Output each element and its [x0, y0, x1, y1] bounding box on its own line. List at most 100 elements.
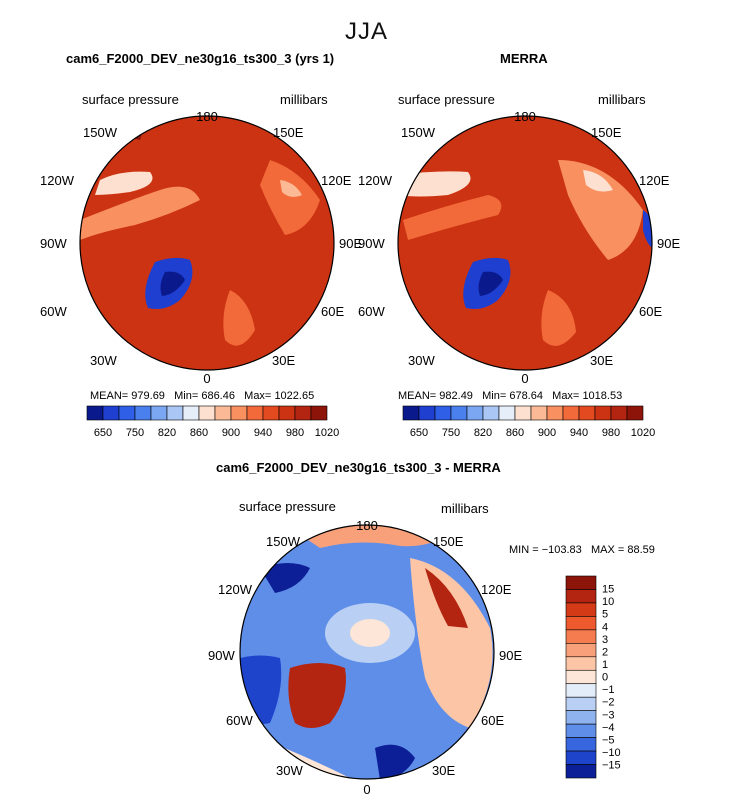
panel-2-units-label: millibars: [598, 92, 646, 107]
panel-1-land-patch-d: [280, 180, 302, 197]
panel-1-lon-label-90w: 90W: [40, 236, 67, 251]
panel-2-lon-label-120e: 120E: [639, 173, 670, 188]
diff-lon-label-180: 180: [356, 518, 378, 533]
panel-1-lon-label-30w: 30W: [90, 353, 117, 368]
panel-1-polar-map: 180 150E 120E 90E 60E 30E 0 30W 60W 90W …: [40, 109, 362, 386]
colorbar-1-swatch: [294, 405, 312, 421]
diff-colorbar-swatch: [565, 683, 597, 698]
diff-lon-label-150w: 150W: [266, 534, 301, 549]
diff-colorbar-label: −5: [602, 734, 615, 746]
colorbar-2-swatch: [610, 405, 628, 421]
diff-map-border: [239, 524, 495, 780]
panel-1-lon-label-30e: 30E: [272, 353, 295, 368]
colorbar-1-label: 820: [158, 427, 176, 439]
panel-1-stats: MEAN= 979.69 Min= 686.46 Max= 1022.65: [90, 390, 314, 402]
diff-lon-label-30e: 30E: [432, 763, 455, 778]
panel-2-lon-label-30w: 30W: [408, 353, 435, 368]
colorbar-1-swatch: [246, 405, 264, 421]
colorbar-2-swatch: [466, 405, 484, 421]
diff-colorbar-label: −2: [602, 697, 615, 709]
colorbar-1-swatch: [166, 405, 184, 421]
panel-2-greenland-core: [478, 271, 503, 296]
colorbar-2-swatch: [626, 405, 644, 421]
colorbar-2-swatch: [482, 405, 500, 421]
diff-colorbar-label: 3: [602, 634, 608, 646]
colorbar-2-swatch: [594, 405, 612, 421]
colorbar-2-swatch: [578, 405, 596, 421]
panel-2-lon-label-150e: 150E: [591, 125, 622, 140]
panel-2-lon-label-60e: 60E: [639, 304, 662, 319]
colorbar-2-label: 860: [506, 427, 524, 439]
diff-colorbar-swatch: [565, 589, 597, 604]
colorbar-2-label: 650: [410, 427, 428, 439]
diff-colorbar-swatch: [565, 575, 597, 590]
diff-colorbar-swatch: [565, 710, 597, 725]
diff-colorbar-swatch: [565, 764, 597, 779]
diff-colorbar-swatch: [565, 669, 597, 685]
colorbar-2-swatch: [530, 405, 548, 421]
colorbar-2-label: 1020: [631, 427, 655, 439]
colorbar-2-swatch: [450, 405, 468, 421]
panel-1-lon-label-60w: 60W: [40, 304, 67, 319]
diff-colorbar-label: −10: [602, 747, 621, 759]
panel-2-lon-label-90w: 90W: [358, 236, 385, 251]
colorbar-1-label: 980: [286, 427, 304, 439]
diff-lon-label-120w: 120W: [218, 582, 253, 597]
panel-1-land-patch-b: [95, 171, 153, 195]
panel-2-stats: MEAN= 982.49 Min= 678.64 Max= 1018.53: [398, 390, 622, 402]
colorbar-1-label: 1020: [315, 427, 339, 439]
colorbar-1-swatch: [310, 405, 328, 421]
diff-colorbar-label: 0: [602, 672, 608, 684]
panel-1-lon-label-0: 0: [203, 371, 210, 386]
diff-colorbar-label: −15: [602, 760, 621, 772]
colorbar-1-label: 940: [254, 427, 272, 439]
panel-1-mean-label: MEAN=: [90, 390, 129, 402]
panel-2-colorbar: 650 750 820 860 900 940 980 1020: [402, 405, 655, 439]
diff-colorbar-swatch: [565, 750, 597, 765]
panel-1-max-value: 1022.65: [274, 390, 315, 402]
panel-2-mean-label: MEAN=: [398, 390, 437, 402]
colorbar-2-swatch: [402, 405, 420, 421]
colorbar-2-swatch: [514, 405, 532, 421]
panel-1-variable-label: surface pressure: [82, 92, 179, 107]
panel-2-land-patch-e: [541, 290, 576, 346]
colorbar-2-swatch: [434, 405, 452, 421]
panel-2-map-border: [397, 115, 653, 371]
diff-minmax: MIN = −103.83 MAX = 88.59: [509, 544, 655, 556]
panel-1-lon-label-150w: 150W: [83, 125, 118, 140]
diff-colorbar-label: 10: [602, 596, 614, 608]
panel-1-mean-value: 979.69: [131, 390, 165, 402]
diff-colorbar-label: −4: [602, 722, 615, 734]
panel-1-min-value: 686.46: [201, 390, 235, 402]
diff-variable-label: surface pressure: [239, 499, 336, 514]
diff-colorbar-label: 5: [602, 609, 608, 621]
panel-2-lon-label-120w: 120W: [358, 173, 393, 188]
panel-2-variable-label: surface pressure: [398, 92, 495, 107]
panel-2-land-patch-d: [583, 170, 613, 192]
colorbar-2-swatch: [546, 405, 564, 421]
season-title: JJA: [344, 18, 388, 45]
panel-1-min-label: Min=: [174, 390, 199, 402]
colorbar-1-swatch: [134, 405, 152, 421]
panel-1-lon-label-60e: 60E: [321, 304, 344, 319]
diff-east-positive: [410, 558, 493, 728]
colorbar-2-label: 940: [570, 427, 588, 439]
diff-min-value: −103.83: [541, 544, 582, 556]
diff-northwest-negative: [260, 563, 310, 593]
panel-2-edge-low: [643, 210, 652, 250]
colorbar-1-label: 650: [94, 427, 112, 439]
panel-1-lon-label-120w: 120W: [40, 173, 75, 188]
panel-2-lon-label-180: 180: [514, 109, 536, 124]
panel-1-title: cam6_F2000_DEV_ne30g16_ts300_3 (yrs 1): [66, 51, 335, 66]
panel-2-lon-label-0: 0: [521, 371, 528, 386]
diff-title: cam6_F2000_DEV_ne30g16_ts300_3 - MERRA: [216, 460, 501, 475]
diff-colorbar-label: 4: [602, 621, 608, 633]
panel-2-lon-label-30e: 30E: [590, 353, 613, 368]
diff-lon-label-150e: 150E: [433, 534, 464, 549]
diff-colorbar-swatch: [565, 643, 597, 658]
diff-colorbar-label: −1: [602, 684, 615, 696]
colorbar-1-label: 750: [126, 427, 144, 439]
panel-1-lon-label-180: 180: [196, 109, 218, 124]
colorbar-1-swatch: [214, 405, 232, 421]
